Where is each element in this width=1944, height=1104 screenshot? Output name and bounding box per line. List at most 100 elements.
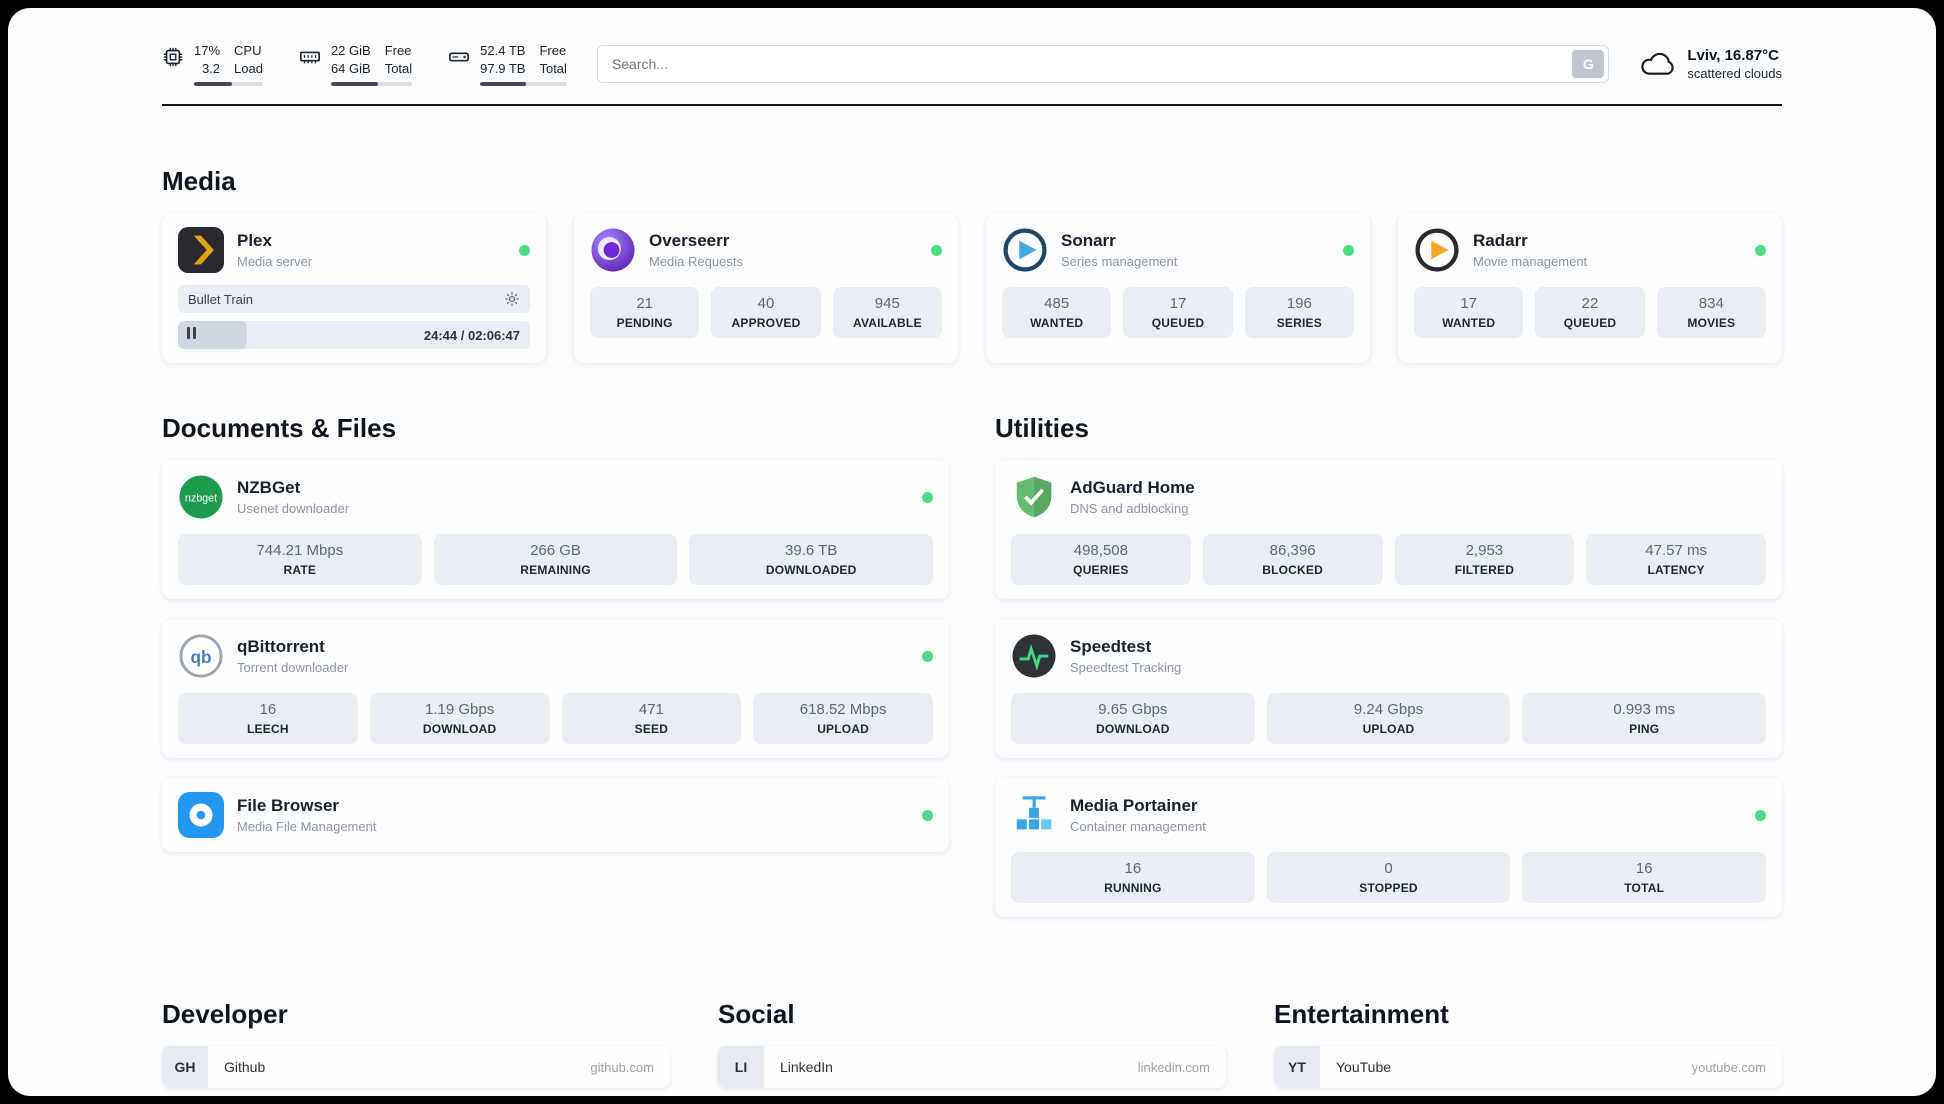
ram-total-value: 64 GiB bbox=[330, 60, 371, 76]
stat-value: 485 bbox=[1044, 295, 1070, 313]
service-name: Media Portainer bbox=[1070, 796, 1198, 816]
stat-label: PING bbox=[1629, 722, 1660, 737]
playback-progress[interactable]: 24:44 / 02:06:47 bbox=[178, 321, 530, 350]
portainer-icon bbox=[1011, 792, 1057, 838]
service-text: qBittorrent Torrent downloader bbox=[237, 637, 348, 675]
bookmark-link[interactable]: YT YouTube youtube.com bbox=[1274, 1046, 1782, 1089]
stat-label: QUEUED bbox=[1563, 316, 1617, 331]
stat-box: 2,953 FILTERED bbox=[1394, 534, 1575, 586]
media-player: Bullet Train 24:44 / 02:06:47 bbox=[178, 285, 530, 350]
stat-label: REMAINING bbox=[520, 563, 591, 578]
stat-box: 618.52 Mbps UPLOAD bbox=[753, 693, 933, 745]
stat-box: 945 AVAILABLE bbox=[832, 287, 942, 339]
filebrowser-icon bbox=[178, 792, 224, 839]
status-dot bbox=[931, 244, 942, 256]
stat-value: 40 bbox=[757, 295, 775, 313]
service-card-header: AdGuard Home DNS and adblocking bbox=[1011, 474, 1766, 520]
service-card[interactable]: qb qBittorrent Torrent downloader 16 LEE… bbox=[162, 619, 949, 759]
search-bar: G bbox=[596, 45, 1610, 84]
stat-label: LEECH bbox=[247, 722, 289, 737]
stat-label: QUERIES bbox=[1073, 563, 1129, 578]
ram-monitor: 22 GiB 64 GiB Free Total bbox=[299, 42, 413, 87]
service-card-header: qb qBittorrent Torrent downloader bbox=[178, 633, 933, 679]
weather-widget[interactable]: Lviv, 16.87°C scattered clouds bbox=[1639, 47, 1782, 81]
bookmark-name: LinkedIn bbox=[780, 1059, 833, 1076]
status-dot bbox=[922, 809, 933, 821]
search-input[interactable] bbox=[596, 45, 1610, 84]
service-text: Media Portainer Container management bbox=[1070, 796, 1206, 834]
service-card-header: nzbget NZBGet Usenet downloader bbox=[178, 474, 933, 520]
gear-icon[interactable] bbox=[504, 291, 520, 307]
disk-free-label: Free bbox=[539, 43, 567, 58]
cpu-icon bbox=[162, 46, 184, 68]
status-dot bbox=[1755, 809, 1766, 821]
ram-free-label: Free bbox=[384, 43, 412, 58]
stat-value: 0 bbox=[1384, 860, 1393, 878]
section-utilities: Utilities AdGuard Home DNS and adblockin… bbox=[995, 413, 1782, 937]
stat-label: SERIES bbox=[1276, 316, 1322, 331]
service-subtitle: DNS and adblocking bbox=[1070, 501, 1189, 517]
service-subtitle: Movie management bbox=[1473, 254, 1588, 270]
status-dot bbox=[1343, 244, 1354, 256]
playback-progress-fill bbox=[178, 321, 247, 350]
disk-total-value: 97.9 TB bbox=[480, 60, 526, 76]
bookmark-link[interactable]: GH Github github.com bbox=[162, 1046, 670, 1089]
stat-box: 21 PENDING bbox=[590, 287, 700, 339]
service-text: File Browser Media File Management bbox=[237, 796, 376, 834]
stat-label: AVAILABLE bbox=[852, 316, 922, 331]
qbittorrent-icon: qb bbox=[178, 633, 224, 679]
stat-box: 485 WANTED bbox=[1002, 287, 1112, 339]
bookmark-url: linkedin.com bbox=[1137, 1059, 1210, 1075]
service-name: Overseerr bbox=[649, 231, 730, 251]
service-card[interactable]: Overseerr Media Requests 21 PENDING 40 A… bbox=[574, 213, 958, 364]
stat-label: MOVIES bbox=[1687, 316, 1736, 331]
stat-value: 834 bbox=[1698, 295, 1724, 313]
developer-links: GH Github github.com SO StackOverflow st… bbox=[162, 1046, 670, 1096]
stat-value: 618.52 Mbps bbox=[799, 701, 887, 719]
stat-label: DOWNLOAD bbox=[422, 722, 497, 737]
service-name: Speedtest bbox=[1070, 637, 1152, 657]
service-name: AdGuard Home bbox=[1070, 478, 1195, 498]
ram-free-value: 22 GiB bbox=[330, 43, 371, 58]
service-card[interactable]: nzbget NZBGet Usenet downloader 744.21 M… bbox=[162, 460, 949, 600]
bookmark-abbr: LI bbox=[718, 1046, 764, 1089]
stat-box: 40 APPROVED bbox=[711, 287, 821, 339]
stat-value: 945 bbox=[874, 295, 900, 313]
service-card[interactable]: Plex Media server Bullet Train 24:44 / 0… bbox=[162, 213, 546, 364]
stat-value: 47.57 ms bbox=[1645, 542, 1707, 560]
service-subtitle: Media server bbox=[237, 254, 313, 270]
pause-icon[interactable] bbox=[187, 326, 199, 344]
service-card[interactable]: Speedtest Speedtest Tracking 9.65 Gbps D… bbox=[995, 619, 1782, 759]
stat-box: 47.57 ms LATENCY bbox=[1586, 534, 1766, 586]
bookmark-name: YouTube bbox=[1336, 1059, 1392, 1076]
cpu-load-label: Load bbox=[234, 60, 263, 76]
stat-label: TOTAL bbox=[1624, 881, 1665, 896]
bookmark-link[interactable]: LI LinkedIn linkedin.com bbox=[718, 1046, 1226, 1089]
service-card[interactable]: AdGuard Home DNS and adblocking 498,508 … bbox=[995, 460, 1782, 600]
stat-value: 498,508 bbox=[1073, 542, 1128, 560]
service-name: qBittorrent bbox=[237, 637, 325, 657]
service-text: Sonarr Series management bbox=[1061, 231, 1177, 269]
service-card[interactable]: Media Portainer Container management 16 … bbox=[995, 778, 1782, 918]
search-provider-button[interactable]: G bbox=[1572, 50, 1605, 79]
system-monitors: 17% 3.2 CPU Load bbox=[162, 42, 567, 87]
service-name: NZBGet bbox=[237, 478, 301, 498]
weather-location: Lviv, 16.87°C bbox=[1687, 47, 1779, 65]
cpu-load-value: 3.2 bbox=[201, 60, 221, 76]
service-stats: 21 PENDING 40 APPROVED 945 AVAILABLE bbox=[590, 287, 942, 339]
stat-label: RATE bbox=[283, 563, 317, 578]
stat-label: APPROVED bbox=[731, 316, 801, 331]
stat-value: 471 bbox=[638, 701, 664, 719]
bookmark-name: Github bbox=[224, 1059, 266, 1076]
service-card[interactable]: Radarr Movie management 17 WANTED 22 QUE… bbox=[1398, 213, 1782, 364]
service-card[interactable]: Sonarr Series management 485 WANTED 17 Q… bbox=[986, 213, 1370, 364]
service-name: Sonarr bbox=[1061, 231, 1116, 251]
cloud-icon bbox=[1639, 50, 1677, 78]
service-card[interactable]: File Browser Media File Management bbox=[162, 778, 949, 853]
bookmark-columns: Developer GH Github github.com SO StackO… bbox=[162, 999, 1782, 1096]
section-title-utilities: Utilities bbox=[995, 413, 1089, 444]
stat-label: STOPPED bbox=[1359, 881, 1418, 896]
service-subtitle: Container management bbox=[1070, 819, 1206, 835]
stat-value: 9.24 Gbps bbox=[1353, 701, 1424, 719]
now-playing-title: Bullet Train bbox=[188, 291, 254, 307]
